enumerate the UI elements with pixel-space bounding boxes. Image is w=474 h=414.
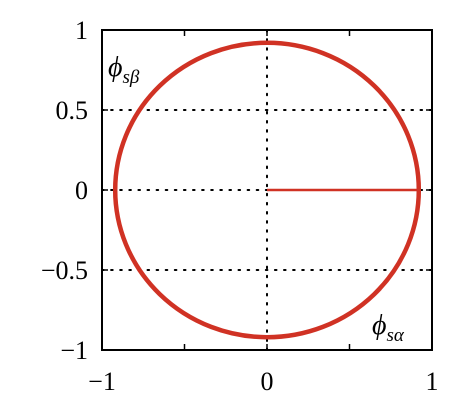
- x-tick-label: 0: [261, 367, 274, 396]
- y-tick-label: 0.5: [56, 96, 89, 125]
- y-tick-label: 1: [75, 16, 88, 45]
- axis-annotation-top-left: ϕsβ: [108, 52, 140, 88]
- annotation-subscript: sβ: [123, 67, 140, 88]
- x-tick-label: 1: [426, 367, 439, 396]
- y-tick-label: 0: [75, 176, 88, 205]
- data-series: [112, 40, 422, 340]
- annotation-symbol: ϕ: [372, 310, 387, 341]
- x-tick-label: −1: [88, 367, 116, 396]
- tick-labels: −1 0 1 1 0.5 0 −0.5 −1: [41, 16, 439, 396]
- y-tick-label: −0.5: [41, 256, 88, 285]
- annotation-subscript: sα: [387, 325, 405, 346]
- annotation-symbol: ϕ: [108, 52, 123, 83]
- axis-ticks: [101, 29, 433, 351]
- y-tick-label: −1: [60, 336, 88, 365]
- axis-annotation-bottom-right: ϕsα: [372, 310, 405, 346]
